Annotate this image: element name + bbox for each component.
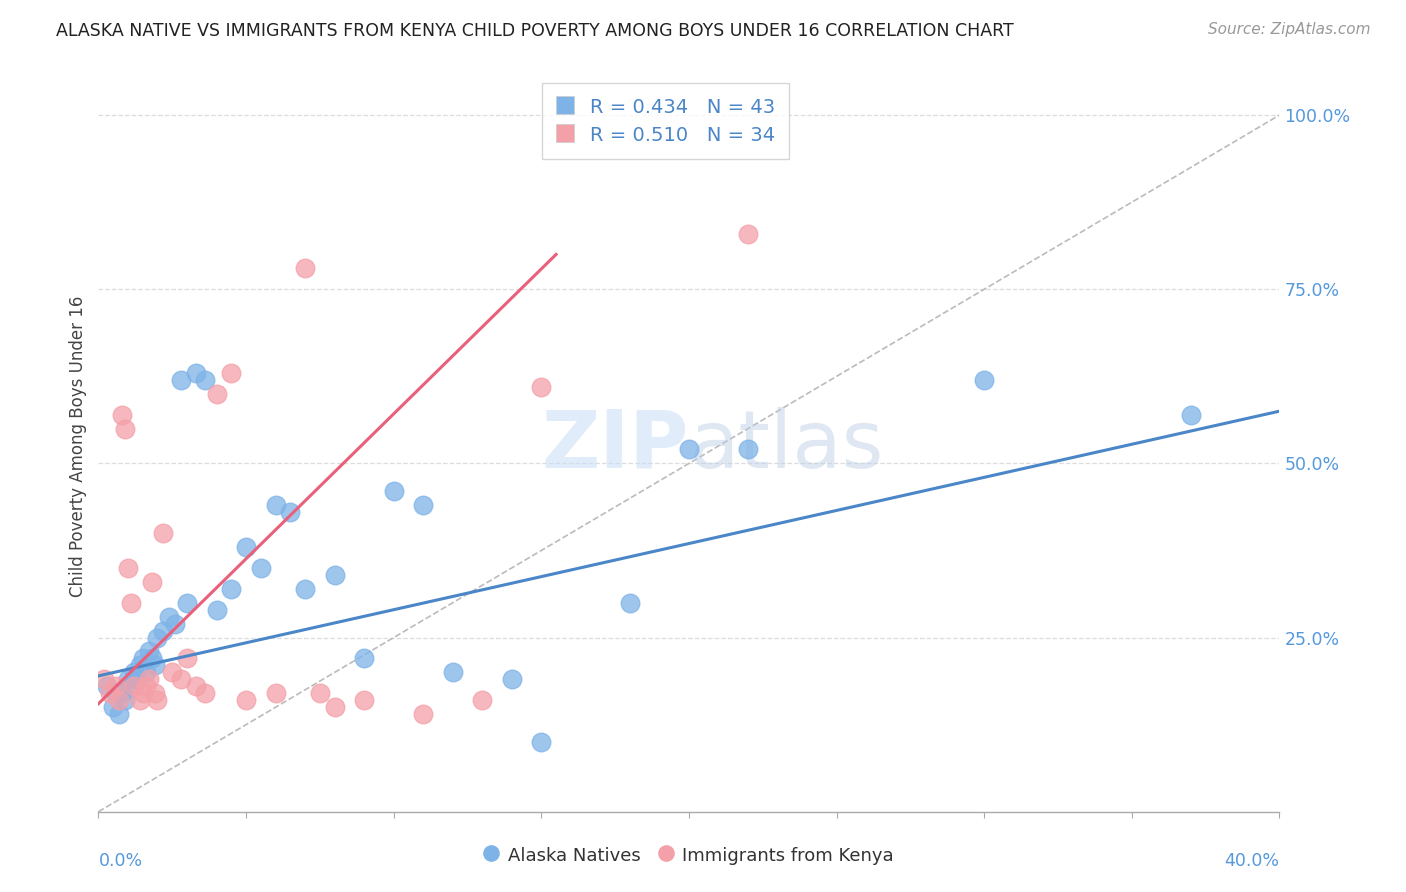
Text: ALASKA NATIVE VS IMMIGRANTS FROM KENYA CHILD POVERTY AMONG BOYS UNDER 16 CORRELA: ALASKA NATIVE VS IMMIGRANTS FROM KENYA C… bbox=[56, 22, 1014, 40]
Point bbox=[205, 386, 228, 401]
Point bbox=[323, 700, 346, 714]
Point bbox=[294, 261, 316, 276]
Point bbox=[264, 686, 287, 700]
Point bbox=[1180, 408, 1202, 422]
Point bbox=[125, 673, 148, 687]
Point bbox=[162, 665, 183, 680]
Point bbox=[120, 596, 142, 610]
Point bbox=[194, 373, 217, 387]
Point bbox=[98, 686, 121, 700]
Point bbox=[105, 679, 128, 693]
Point bbox=[103, 700, 125, 714]
Point bbox=[250, 561, 273, 575]
Point bbox=[235, 540, 257, 554]
Text: atlas: atlas bbox=[689, 407, 883, 485]
Point bbox=[170, 673, 193, 687]
Point bbox=[128, 658, 150, 673]
Point bbox=[205, 603, 228, 617]
Point bbox=[737, 227, 759, 241]
Point bbox=[176, 596, 198, 610]
Point bbox=[235, 693, 257, 707]
Point bbox=[278, 505, 302, 519]
Point bbox=[353, 693, 375, 707]
Point bbox=[353, 651, 375, 665]
Point bbox=[108, 693, 131, 707]
Point bbox=[412, 707, 434, 722]
Y-axis label: Child Poverty Among Boys Under 16: Child Poverty Among Boys Under 16 bbox=[69, 295, 87, 597]
Point bbox=[93, 673, 115, 687]
Point bbox=[170, 373, 193, 387]
Point bbox=[194, 686, 217, 700]
Point bbox=[146, 631, 169, 645]
Point bbox=[441, 665, 464, 680]
Point bbox=[382, 484, 405, 499]
Point bbox=[132, 651, 155, 665]
Point bbox=[141, 574, 163, 589]
Point bbox=[219, 366, 242, 380]
Point bbox=[323, 567, 346, 582]
Point bbox=[117, 561, 139, 575]
Point bbox=[219, 582, 242, 596]
Point bbox=[111, 686, 134, 700]
Point bbox=[530, 380, 553, 394]
Text: 0.0%: 0.0% bbox=[98, 852, 142, 870]
Point bbox=[294, 582, 316, 596]
Point bbox=[143, 658, 166, 673]
Point bbox=[120, 679, 142, 693]
Point bbox=[117, 673, 139, 687]
Point bbox=[105, 686, 128, 700]
Point bbox=[114, 421, 136, 435]
Point bbox=[176, 651, 198, 665]
Point bbox=[184, 366, 207, 380]
Point bbox=[141, 651, 163, 665]
Point bbox=[128, 693, 150, 707]
Point bbox=[135, 665, 157, 680]
Point bbox=[412, 498, 434, 512]
Point bbox=[152, 624, 174, 638]
Point bbox=[122, 665, 145, 680]
Text: 40.0%: 40.0% bbox=[1225, 852, 1279, 870]
Point bbox=[143, 686, 166, 700]
Legend: Alaska Natives, Immigrants from Kenya: Alaska Natives, Immigrants from Kenya bbox=[477, 838, 901, 872]
Point bbox=[122, 679, 145, 693]
Point bbox=[135, 679, 157, 693]
Point bbox=[138, 644, 160, 658]
Point bbox=[114, 693, 136, 707]
Point bbox=[96, 679, 118, 693]
Point bbox=[108, 707, 131, 722]
Point bbox=[471, 693, 494, 707]
Point bbox=[530, 735, 553, 749]
Point bbox=[309, 686, 332, 700]
Point bbox=[619, 596, 641, 610]
Text: ZIP: ZIP bbox=[541, 407, 689, 485]
Point bbox=[152, 526, 174, 541]
Point bbox=[132, 686, 155, 700]
Point bbox=[737, 442, 759, 457]
Point bbox=[973, 373, 995, 387]
Point bbox=[138, 673, 160, 687]
Point bbox=[184, 679, 207, 693]
Text: Source: ZipAtlas.com: Source: ZipAtlas.com bbox=[1208, 22, 1371, 37]
Point bbox=[146, 693, 169, 707]
Point bbox=[165, 616, 187, 631]
Point bbox=[678, 442, 700, 457]
Point bbox=[111, 408, 134, 422]
Point bbox=[157, 609, 180, 624]
Point bbox=[264, 498, 287, 512]
Point bbox=[501, 673, 523, 687]
